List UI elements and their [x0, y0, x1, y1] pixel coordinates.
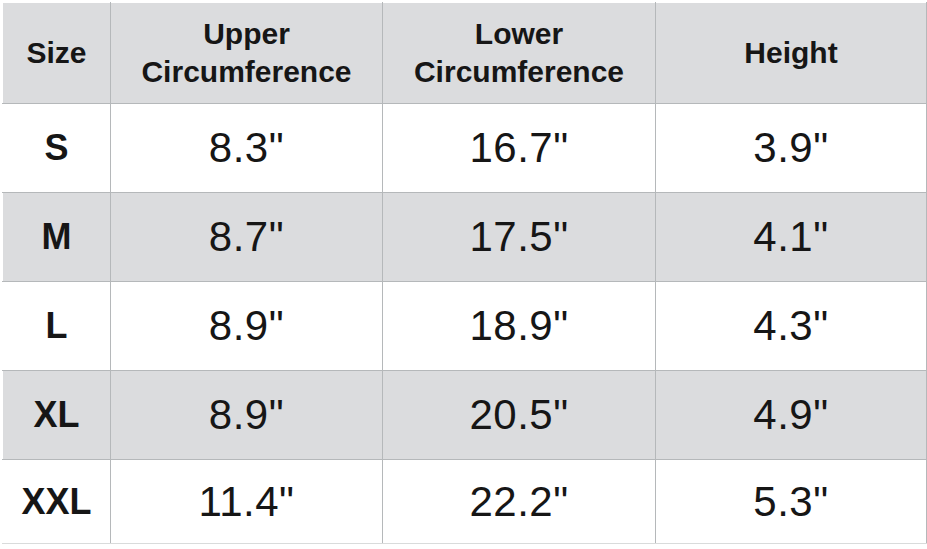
cell-lower-circumference: 16.7"	[383, 104, 656, 193]
table-row-m: M 8.7" 17.5" 4.1"	[3, 193, 927, 282]
row-label-size: XL	[3, 371, 111, 460]
cell-height: 4.9"	[656, 371, 927, 460]
table-row-s: S 8.3" 16.7" 3.9"	[3, 104, 927, 193]
column-header-height: Height	[656, 3, 927, 104]
cell-lower-circumference: 22.2"	[383, 460, 656, 544]
row-label-size: XXL	[3, 460, 111, 544]
row-label-size: L	[3, 282, 111, 371]
row-label-size: S	[3, 104, 111, 193]
cell-upper-circumference: 8.9"	[111, 282, 383, 371]
table-row-xxl: XXL 11.4" 22.2" 5.3"	[3, 460, 927, 544]
cell-upper-circumference: 8.9"	[111, 371, 383, 460]
column-header-lower-circumference: Lower Circumference	[383, 3, 656, 104]
table-row-xl: XL 8.9" 20.5" 4.9"	[3, 371, 927, 460]
cell-lower-circumference: 20.5"	[383, 371, 656, 460]
cell-upper-circumference: 8.3"	[111, 104, 383, 193]
cell-height: 5.3"	[656, 460, 927, 544]
cell-lower-circumference: 18.9"	[383, 282, 656, 371]
cell-upper-circumference: 11.4"	[111, 460, 383, 544]
cell-lower-circumference: 17.5"	[383, 193, 656, 282]
cell-upper-circumference: 8.7"	[111, 193, 383, 282]
row-label-size: M	[3, 193, 111, 282]
size-chart-table: Size Upper Circumference Lower Circumfer…	[2, 2, 927, 544]
cell-height: 3.9"	[656, 104, 927, 193]
column-header-upper-circumference: Upper Circumference	[111, 3, 383, 104]
header-row: Size Upper Circumference Lower Circumfer…	[3, 3, 927, 104]
cell-height: 4.1"	[656, 193, 927, 282]
table-row-l: L 8.9" 18.9" 4.3"	[3, 282, 927, 371]
column-header-size: Size	[3, 3, 111, 104]
size-chart: Size Upper Circumference Lower Circumfer…	[2, 2, 926, 544]
cell-height: 4.3"	[656, 282, 927, 371]
